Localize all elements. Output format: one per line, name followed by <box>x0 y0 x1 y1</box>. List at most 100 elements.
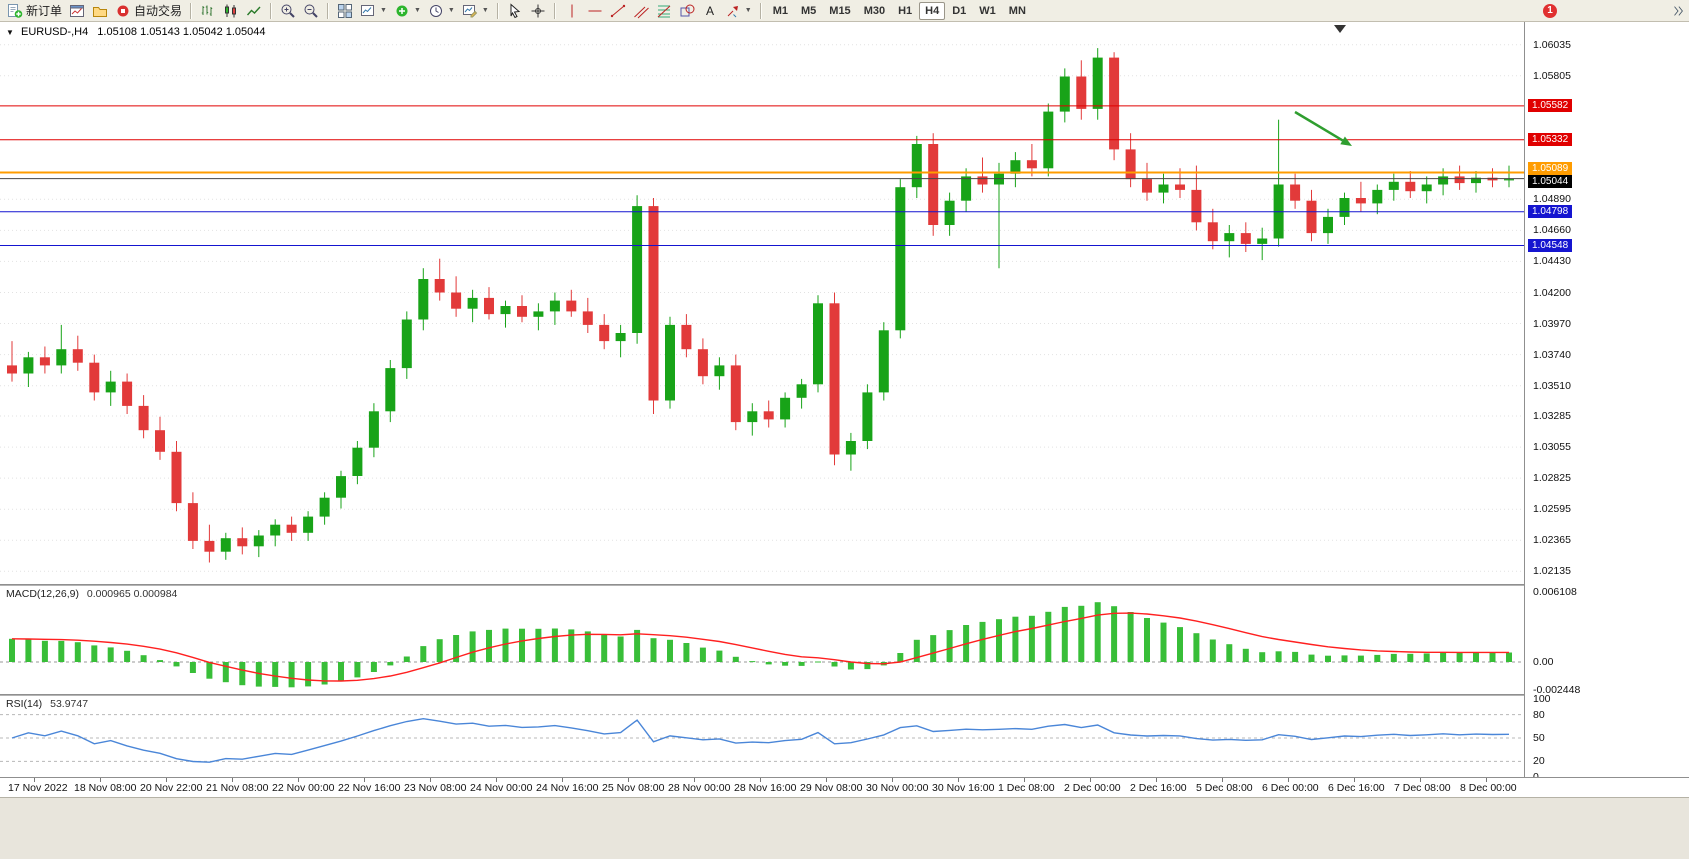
price-axis-tick: 1.03055 <box>1533 441 1571 454</box>
panel-divider[interactable] <box>0 584 1689 586</box>
fibo-icon <box>656 3 672 19</box>
templates-button[interactable]: ▼ <box>459 1 492 21</box>
macd-axis-tick: -0.002448 <box>1533 684 1581 697</box>
time-axis-label: 22 Nov 00:00 <box>272 782 335 794</box>
fibo-button[interactable] <box>653 1 675 21</box>
shapes-button[interactable] <box>676 1 698 21</box>
timeframe-h4-button[interactable]: H4 <box>919 1 946 20</box>
profiles-button[interactable] <box>89 1 111 21</box>
price-chart-panel[interactable]: ▼ EURUSD-,H4 1.05108 1.05143 1.05042 1.0… <box>0 22 1524 584</box>
notification-badge[interactable]: 1 <box>1543 3 1557 18</box>
toolbar-separator <box>759 2 762 19</box>
hline-price-tag: 1.04798 <box>1528 205 1573 219</box>
bid-price-tag: 1.05044 <box>1528 175 1573 189</box>
price-chart-canvas[interactable] <box>0 22 1524 584</box>
panel-divider[interactable] <box>0 694 1689 696</box>
time-axis-tick <box>694 778 695 782</box>
cursor-button[interactable] <box>504 1 526 21</box>
rsi-label: RSI(14) <box>6 698 43 710</box>
timeframe-m1-button[interactable]: M1 <box>772 4 788 17</box>
time-axis-tick <box>1024 778 1025 782</box>
candles-chart-button[interactable] <box>220 1 242 21</box>
macd-values: 0.000965 0.000984 <box>86 588 178 600</box>
price-axis-tick: 1.03285 <box>1533 410 1571 423</box>
new-order-button[interactable]: 新订单 <box>4 1 65 21</box>
dropdown-arrow-icon[interactable]: ▼ <box>744 7 752 14</box>
time-axis-tick <box>760 778 761 782</box>
zoom-in-button[interactable] <box>277 1 299 21</box>
rsi-axis-tick: 50 <box>1533 732 1545 744</box>
charts-button[interactable] <box>66 1 88 21</box>
profiles-icon <box>92 3 108 19</box>
dropdown-arrow-icon[interactable]: ▼ <box>447 7 455 14</box>
time-axis-tick <box>364 778 365 782</box>
line-chart-icon <box>246 3 262 19</box>
channel-button[interactable] <box>630 1 652 21</box>
hline-price-tag: 1.05089 <box>1528 161 1573 175</box>
time-axis-label: 5 Dec 08:00 <box>1196 782 1253 794</box>
macd-panel[interactable]: MACD(12,26,9) 0.000965 0.000984 <box>0 586 1524 694</box>
trendline-button[interactable] <box>607 1 629 21</box>
vline-button[interactable] <box>561 1 583 21</box>
timeframe-m15-button[interactable]: M15 <box>829 4 851 17</box>
timeframe-h1-button[interactable]: H1 <box>898 4 913 17</box>
bars-chart-button[interactable] <box>197 1 219 21</box>
time-axis-tick <box>34 778 35 782</box>
hline-button[interactable] <box>584 1 606 21</box>
price-axis-tick: 1.03510 <box>1533 379 1571 392</box>
channel-icon <box>633 3 649 19</box>
hline-price-tag: 1.04548 <box>1528 239 1573 253</box>
time-axis-tick <box>166 778 167 782</box>
time-axis-label: 2 Dec 00:00 <box>1064 782 1121 794</box>
timeframe-d1-button[interactable]: D1 <box>952 4 967 17</box>
zoom-out-button[interactable] <box>300 1 322 21</box>
timeframe-mn-button[interactable]: MN <box>1008 4 1026 17</box>
macd-canvas[interactable] <box>0 586 1524 694</box>
dropdown-arrow-icon[interactable]: ▼ <box>481 7 489 14</box>
line-chart-button[interactable] <box>243 1 265 21</box>
timeframe-m30-button[interactable]: M30 <box>863 4 886 17</box>
autotrading-button[interactable]: 自动交易 <box>112 1 185 21</box>
time-axis-label: 24 Nov 00:00 <box>470 782 533 794</box>
time-axis-tick <box>628 778 629 782</box>
price-axis[interactable]: 1.06035 1.05805 1.04890 1.04660 1.04430 1.042… <box>1524 22 1689 783</box>
periods-button[interactable]: ▼ <box>425 1 458 21</box>
symbol-text: EURUSD-,H4 <box>20 26 89 38</box>
cursor-icon <box>507 2 523 19</box>
time-axis-label: 25 Nov 08:00 <box>602 782 665 794</box>
tile-windows-button[interactable] <box>334 1 356 21</box>
toolbar-overflow-icon[interactable] <box>1671 4 1685 18</box>
crosshair-button[interactable] <box>527 1 549 21</box>
time-axis-label: 2 Dec 16:00 <box>1130 782 1187 794</box>
chart-symbol-label: ▼ EURUSD-,H4 1.05108 1.05143 1.05042 1.0… <box>6 26 266 38</box>
timeframe-m5-button[interactable]: M5 <box>801 4 817 17</box>
new-chart-button[interactable]: ▼ <box>357 1 390 21</box>
svg-text:A: A <box>706 4 714 18</box>
indicators-button[interactable]: ▼ <box>391 1 424 21</box>
time-axis-label: 20 Nov 22:00 <box>140 782 203 794</box>
text-button[interactable]: A <box>699 1 721 21</box>
time-axis-tick <box>1090 778 1091 782</box>
timeframe-w1-button[interactable]: W1 <box>979 4 996 17</box>
rsi-axis-tick: 20 <box>1533 755 1545 768</box>
time-axis-tick <box>496 778 497 782</box>
hline-icon <box>587 3 603 19</box>
time-axis-tick <box>1486 778 1487 782</box>
arrows-button[interactable]: ▼ <box>722 1 755 21</box>
rsi-axis-tick: 100 <box>1533 693 1551 705</box>
dropdown-arrow-icon[interactable]: ▼ <box>380 7 387 14</box>
rsi-axis-tick: 80 <box>1533 708 1545 721</box>
time-axis-label: 23 Nov 08:00 <box>404 782 467 794</box>
price-axis-tick: 1.02135 <box>1533 565 1571 578</box>
dropdown-arrow-icon[interactable]: ▼ <box>413 7 421 14</box>
autotrading-icon <box>115 3 131 19</box>
macd-axis-tick: 0.00 <box>1533 656 1554 668</box>
time-axis[interactable]: 17 Nov 2022 18 Nov 08:00 20 Nov 22:00 21 No… <box>0 777 1689 797</box>
one-click-collapse-icon[interactable]: ▼ <box>6 28 14 37</box>
candles-chart-icon <box>223 3 239 19</box>
rsi-canvas[interactable] <box>0 696 1524 776</box>
rsi-panel[interactable]: RSI(14) 53.9747 <box>0 696 1524 776</box>
tile-windows-icon <box>337 3 353 19</box>
time-axis-label: 24 Nov 16:00 <box>536 782 599 794</box>
price-axis-tick: 1.06035 <box>1533 38 1571 51</box>
